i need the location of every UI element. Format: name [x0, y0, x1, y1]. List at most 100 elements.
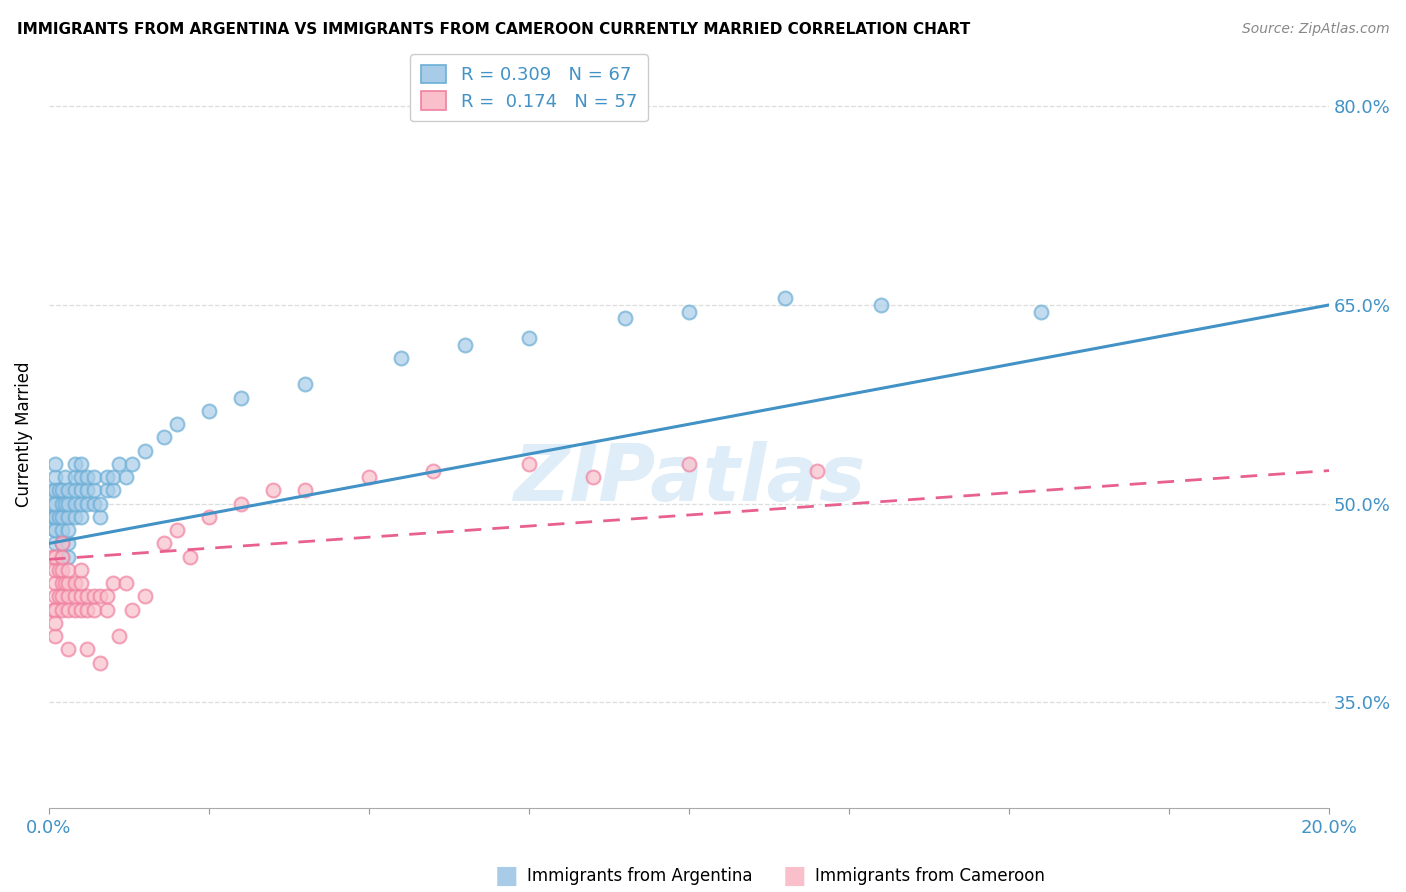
Point [114, 470, 136, 484]
Point [44, 470, 66, 484]
Point [294, 377, 316, 392]
Point [51, 483, 73, 498]
Point [678, 304, 700, 318]
Point [582, 470, 605, 484]
Point [56, 549, 79, 564]
Point [121, 457, 143, 471]
Point [76, 497, 98, 511]
Point [63, 497, 86, 511]
Point [56, 536, 79, 550]
Point [517, 331, 540, 345]
Point [70, 483, 93, 498]
Point [63, 510, 86, 524]
Legend: R = 0.309   N = 67, R =  0.174   N = 57: R = 0.309 N = 67, R = 0.174 N = 57 [411, 54, 648, 121]
Point [773, 291, 796, 305]
Point [56, 523, 79, 537]
Point [51, 536, 73, 550]
Text: Immigrants from Cameroon: Immigrants from Cameroon [815, 867, 1045, 885]
Point [76, 590, 98, 604]
Point [48, 483, 70, 498]
Point [517, 457, 540, 471]
Point [53, 470, 76, 484]
Point [153, 536, 176, 550]
Point [44, 603, 66, 617]
Point [357, 470, 380, 484]
Point [56, 497, 79, 511]
Point [96, 590, 118, 604]
Point [44, 629, 66, 643]
Point [114, 576, 136, 591]
Point [70, 563, 93, 577]
Point [262, 483, 284, 498]
Point [44, 576, 66, 591]
Point [51, 563, 73, 577]
Point [51, 536, 73, 550]
Point [101, 576, 124, 591]
Point [53, 576, 76, 591]
Point [70, 497, 93, 511]
Point [70, 457, 93, 471]
Point [56, 576, 79, 591]
Point [179, 549, 201, 564]
Text: ZIPatlas: ZIPatlas [513, 441, 865, 517]
Point [108, 457, 131, 471]
Text: IMMIGRANTS FROM ARGENTINA VS IMMIGRANTS FROM CAMEROON CURRENTLY MARRIED CORRELAT: IMMIGRANTS FROM ARGENTINA VS IMMIGRANTS … [17, 22, 970, 37]
Point [294, 483, 316, 498]
Point [83, 483, 105, 498]
Point [70, 590, 93, 604]
Point [198, 510, 221, 524]
Point [96, 483, 118, 498]
Point [56, 510, 79, 524]
Point [134, 590, 156, 604]
Point [51, 590, 73, 604]
Point [166, 523, 188, 537]
Point [56, 483, 79, 498]
Point [56, 642, 79, 657]
Point [89, 510, 111, 524]
Point [42, 510, 65, 524]
Point [76, 642, 98, 657]
Point [44, 549, 66, 564]
Point [70, 603, 93, 617]
Point [89, 656, 111, 670]
Point [44, 536, 66, 550]
Point [51, 497, 73, 511]
Point [96, 470, 118, 484]
Point [89, 497, 111, 511]
Point [153, 430, 176, 444]
Point [101, 470, 124, 484]
Point [44, 510, 66, 524]
Point [63, 603, 86, 617]
Point [101, 483, 124, 498]
Point [56, 590, 79, 604]
Text: Immigrants from Argentina: Immigrants from Argentina [527, 867, 752, 885]
Point [63, 590, 86, 604]
Point [44, 590, 66, 604]
Point [51, 510, 73, 524]
Point [56, 603, 79, 617]
Text: ■: ■ [495, 864, 517, 888]
Point [83, 590, 105, 604]
Point [51, 549, 73, 564]
Point [48, 590, 70, 604]
Point [56, 563, 79, 577]
Point [121, 603, 143, 617]
Point [51, 549, 73, 564]
Point [44, 497, 66, 511]
Point [70, 576, 93, 591]
Point [614, 311, 637, 326]
Point [44, 615, 66, 630]
Point [63, 483, 86, 498]
Y-axis label: Currently Married: Currently Married [15, 361, 32, 507]
Point [63, 457, 86, 471]
Point [70, 510, 93, 524]
Point [42, 483, 65, 498]
Point [48, 563, 70, 577]
Point [76, 483, 98, 498]
Point [70, 470, 93, 484]
Point [44, 523, 66, 537]
Point [870, 298, 893, 312]
Point [83, 603, 105, 617]
Point [44, 523, 66, 537]
Point [108, 629, 131, 643]
